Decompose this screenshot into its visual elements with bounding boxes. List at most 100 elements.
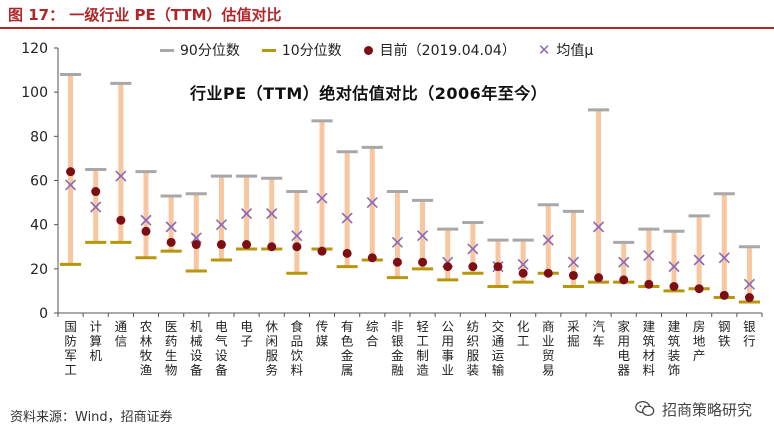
current-point — [443, 262, 453, 272]
mean-marker — [291, 230, 303, 242]
x-tick-label: 交通运输 — [492, 319, 505, 378]
mean-marker — [668, 261, 680, 273]
range-bar — [520, 240, 526, 283]
current-point — [719, 290, 729, 300]
y-tick-label: 120 — [21, 41, 48, 57]
current-point — [141, 226, 151, 236]
wechat-watermark: 招商策略研究 — [634, 398, 752, 420]
y-tick-label: 40 — [30, 218, 48, 234]
current-point — [317, 246, 327, 256]
current-point — [216, 240, 226, 250]
legend-p90: 90分位数 — [160, 40, 240, 60]
current-point — [116, 215, 126, 225]
current-point — [91, 187, 101, 197]
range-bar — [143, 171, 149, 258]
x-tick-label: 农林牧渔 — [140, 319, 153, 378]
wechat-icon — [635, 401, 655, 417]
current-point — [468, 262, 478, 272]
range-bar — [344, 151, 350, 267]
mean-marker — [366, 197, 378, 209]
source-note: 资料来源：Wind，招商证券 — [10, 410, 173, 425]
legend-p10-label: 10分位数 — [281, 43, 342, 59]
range-bar — [596, 109, 602, 283]
mean-marker — [417, 230, 429, 242]
range-bar — [294, 191, 300, 274]
current-point — [694, 284, 704, 294]
mean-marker — [567, 256, 579, 268]
mean-marker — [190, 232, 202, 244]
x-tick-label: 通信 — [115, 319, 128, 349]
x-tick-label: 综合 — [366, 319, 379, 349]
current-point — [418, 257, 428, 267]
mean-marker — [316, 192, 328, 204]
legend-p10: 10分位数 — [261, 40, 342, 60]
x-tick-label: 医药生物 — [165, 319, 178, 378]
mean-marker — [467, 243, 479, 255]
mean-marker — [743, 278, 755, 290]
current-point — [594, 273, 604, 283]
current-point — [66, 167, 76, 177]
x-tick-label: 非银金融 — [391, 319, 404, 378]
x-tick-label: 银行 — [743, 319, 756, 349]
mean-marker — [241, 208, 253, 220]
y-tick-label: 20 — [30, 262, 48, 278]
mean-marker — [643, 250, 655, 262]
mean-marker — [391, 236, 403, 248]
legend-p10-marker — [261, 48, 276, 52]
x-tick-label: 电气设备 — [215, 319, 228, 378]
x-tick-label: 房地产 — [693, 319, 706, 363]
mean-marker — [542, 234, 554, 246]
x-tick-label: 建筑材料 — [643, 319, 656, 378]
legend-mean-label: 均值μ — [556, 43, 594, 59]
current-point — [166, 237, 176, 247]
current-point — [292, 242, 302, 252]
x-tick-label: 轻工制造 — [416, 319, 429, 378]
x-tick-label: 电子 — [240, 319, 253, 349]
y-tick-label: 60 — [30, 174, 48, 190]
x-tick-label: 采掘 — [567, 319, 580, 349]
y-tick-label: 100 — [21, 85, 48, 101]
range-bar — [646, 229, 652, 287]
mean-marker — [215, 219, 227, 231]
mean-marker — [65, 179, 77, 191]
range-bar — [696, 215, 702, 289]
x-tick-label: 传媒 — [316, 319, 329, 349]
chart-title: 行业PE（TTM）绝对估值对比（2006年至今） — [190, 84, 548, 103]
current-point — [342, 248, 352, 258]
current-point — [242, 240, 252, 250]
mean-marker — [140, 214, 152, 226]
current-point — [392, 257, 402, 267]
range-bar — [746, 246, 752, 302]
mean-marker — [115, 170, 127, 182]
legend-p90-marker — [160, 48, 174, 52]
legend-mean: ✕ 均值μ — [538, 40, 594, 60]
x-tick-label: 计算机 — [89, 319, 102, 363]
y-tick-label: 0 — [39, 306, 48, 322]
current-point — [568, 270, 578, 280]
legend-current-label: 目前（2019.04.04） — [379, 43, 516, 59]
x-tick-label: 化工 — [517, 319, 530, 349]
header-rule — [0, 27, 774, 29]
current-point — [644, 279, 654, 289]
range-bar — [168, 195, 174, 252]
watermark-label: 招商策略研究 — [661, 400, 752, 419]
x-tick-label: 休闲服务 — [265, 319, 278, 378]
current-point — [744, 293, 754, 303]
pe-range-chart: 0 20 40 60 80 100 120 国防军工计算机通信农林牧渔医药生物机械设备电气设备… — [21, 41, 763, 378]
legend-p90-label: 90分位数 — [180, 43, 240, 59]
range-bar — [319, 120, 325, 249]
mean-marker — [165, 221, 177, 233]
range-bar — [721, 193, 727, 298]
x-tick-label: 建筑装饰 — [668, 319, 681, 378]
current-point — [191, 240, 201, 250]
current-point — [543, 268, 553, 278]
mean-marker — [718, 252, 730, 264]
current-point — [367, 253, 377, 263]
current-point — [267, 242, 277, 252]
x-tick-label: 纺织服装 — [467, 319, 480, 378]
mean-marker — [266, 208, 278, 220]
range-bar — [193, 193, 199, 272]
x-tick-label: 商业贸易 — [542, 319, 555, 378]
mean-marker — [693, 254, 705, 266]
legend-mean-marker: ✕ — [537, 41, 551, 59]
